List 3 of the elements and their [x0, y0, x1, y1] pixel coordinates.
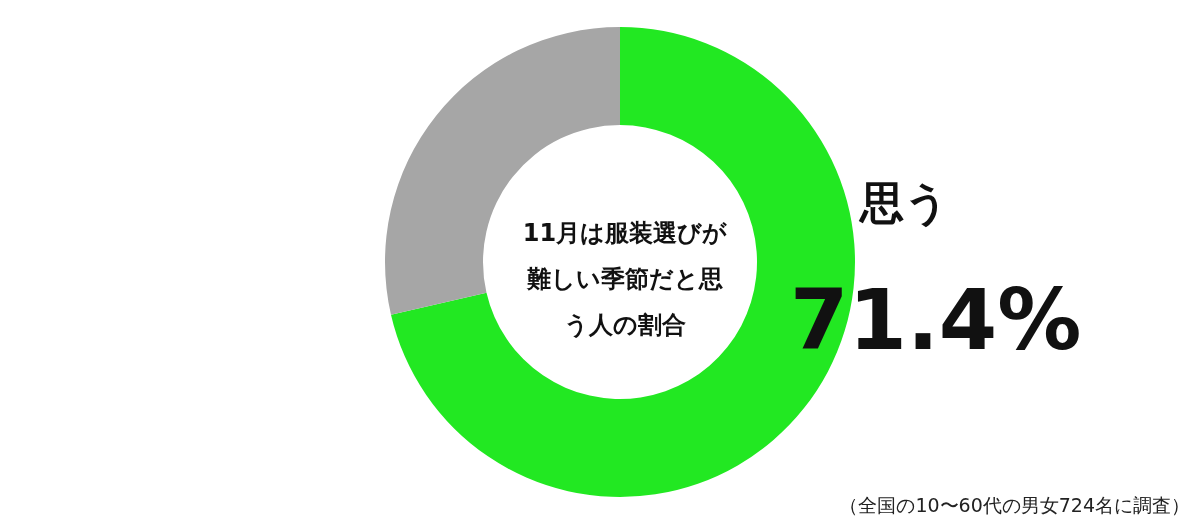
text: （全国の10〜60代の男女724名に調査）: [839, 493, 1191, 516]
text: 11月は服装選びが難しい季節だと思う人の割合: [522, 219, 728, 339]
slice-label: 思う: [858, 176, 949, 228]
